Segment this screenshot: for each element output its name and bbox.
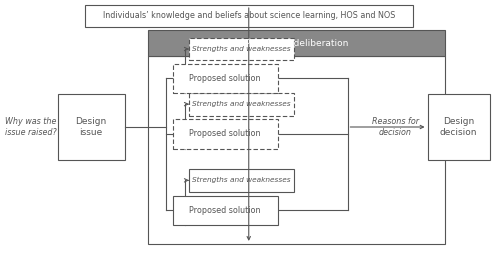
Bar xyxy=(172,119,278,149)
Bar xyxy=(148,30,445,56)
Text: Process of deliberation: Process of deliberation xyxy=(244,39,348,48)
Text: Design
issue: Design issue xyxy=(76,117,107,137)
Bar xyxy=(85,5,412,27)
Text: Strengths and weaknesses: Strengths and weaknesses xyxy=(192,101,291,107)
Bar xyxy=(189,93,294,116)
Bar xyxy=(172,64,278,93)
Bar xyxy=(189,169,294,192)
Bar xyxy=(189,38,294,60)
Text: Design
decision: Design decision xyxy=(440,117,478,137)
Bar xyxy=(58,94,125,160)
Bar xyxy=(148,56,445,244)
Bar xyxy=(172,196,278,225)
Text: Proposed solution: Proposed solution xyxy=(189,130,261,138)
Bar xyxy=(428,94,490,160)
Text: Strengths and weaknesses: Strengths and weaknesses xyxy=(192,46,291,52)
Text: Proposed solution: Proposed solution xyxy=(189,74,261,83)
Text: Reasons for
decision: Reasons for decision xyxy=(372,117,418,137)
Text: Strengths and weaknesses: Strengths and weaknesses xyxy=(192,177,291,183)
Text: Proposed solution: Proposed solution xyxy=(189,206,261,215)
Text: Individuals’ knowledge and beliefs about science learning, HOS and NOS: Individuals’ knowledge and beliefs about… xyxy=(102,11,395,20)
Text: Why was the
issue raised?: Why was the issue raised? xyxy=(5,117,57,137)
